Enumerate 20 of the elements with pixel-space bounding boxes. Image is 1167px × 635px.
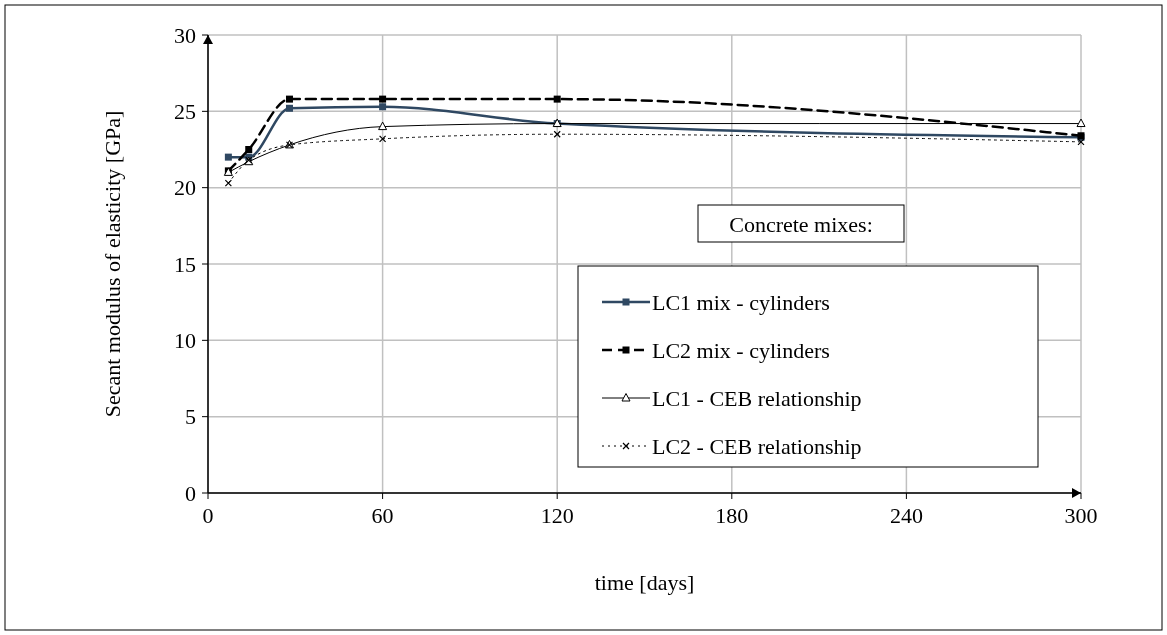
legend-title: Concrete mixes: (729, 211, 873, 237)
y-tick-label: 0 (185, 480, 196, 506)
y-axis-title: Secant modulus of elasticity [GPa] (100, 110, 125, 418)
y-tick-label: 5 (185, 404, 196, 430)
y-tick-label: 20 (174, 175, 196, 201)
x-tick-label: 300 (1064, 503, 1098, 528)
y-tick-label: 25 (174, 99, 196, 125)
y-tick-label: 15 (174, 251, 196, 277)
x-tick-label: 0 (202, 503, 214, 528)
x-tick-label: 240 (889, 503, 923, 528)
x-tick-label: 120 (540, 503, 574, 528)
x-tick-label: 60 (371, 503, 394, 528)
legend-label: LC1 mix - cylinders (652, 289, 830, 315)
x-axis-title: time [days] (594, 570, 695, 595)
legend-label: LC1 - CEB relationship (652, 385, 862, 411)
x-tick-label: 180 (715, 503, 749, 528)
y-tick-label: 10 (174, 328, 196, 354)
legend-label: LC2 - CEB relationship (652, 433, 862, 459)
legend-label: LC2 mix - cylinders (652, 337, 830, 363)
y-tick-label: 30 (174, 22, 196, 48)
